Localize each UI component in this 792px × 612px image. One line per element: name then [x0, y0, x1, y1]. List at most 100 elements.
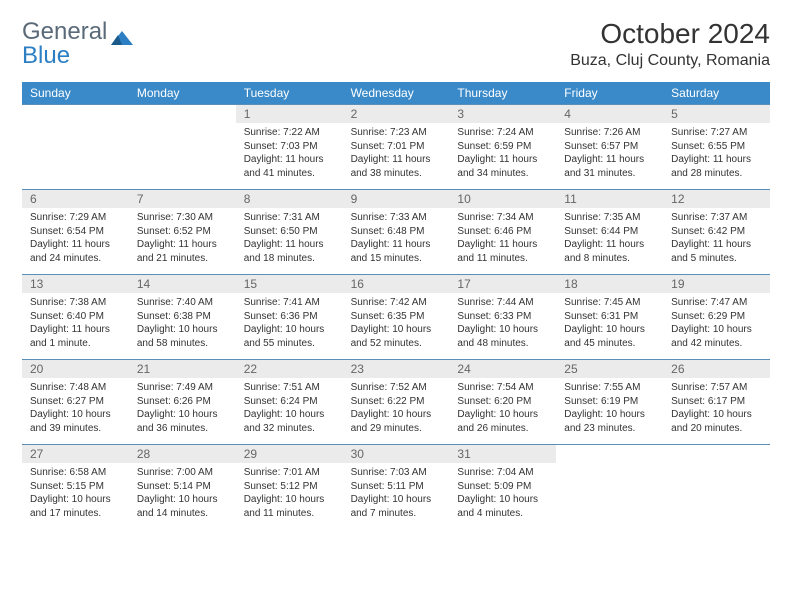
week-row: 6Sunrise: 7:29 AMSunset: 6:54 PMDaylight…	[22, 189, 770, 274]
day-header-thursday: Thursday	[449, 82, 556, 104]
sunset-line: Sunset: 5:14 PM	[137, 480, 228, 494]
day-number: 25	[556, 360, 663, 378]
day-cell: 17Sunrise: 7:44 AMSunset: 6:33 PMDayligh…	[449, 275, 556, 359]
day-info: Sunrise: 7:01 AMSunset: 5:12 PMDaylight:…	[236, 463, 343, 526]
daylight-line: Daylight: 10 hours and 4 minutes.	[457, 493, 548, 520]
sunrise-line: Sunrise: 7:38 AM	[30, 296, 121, 310]
sunset-line: Sunset: 5:11 PM	[351, 480, 442, 494]
day-number: 22	[236, 360, 343, 378]
day-cell: 23Sunrise: 7:52 AMSunset: 6:22 PMDayligh…	[343, 360, 450, 444]
day-cell: 29Sunrise: 7:01 AMSunset: 5:12 PMDayligh…	[236, 445, 343, 529]
day-number: 9	[343, 190, 450, 208]
day-header-saturday: Saturday	[663, 82, 770, 104]
location-text: Buza, Cluj County, Romania	[570, 52, 770, 70]
sunset-line: Sunset: 6:35 PM	[351, 310, 442, 324]
day-info: Sunrise: 7:45 AMSunset: 6:31 PMDaylight:…	[556, 293, 663, 356]
sunset-line: Sunset: 6:55 PM	[671, 140, 762, 154]
day-info: Sunrise: 7:24 AMSunset: 6:59 PMDaylight:…	[449, 123, 556, 186]
daylight-line: Daylight: 11 hours and 31 minutes.	[564, 153, 655, 180]
day-number: 1	[236, 105, 343, 123]
daylight-line: Daylight: 11 hours and 8 minutes.	[564, 238, 655, 265]
daylight-line: Daylight: 10 hours and 29 minutes.	[351, 408, 442, 435]
day-number: 13	[22, 275, 129, 293]
sunrise-line: Sunrise: 7:30 AM	[137, 211, 228, 225]
daylight-line: Daylight: 11 hours and 38 minutes.	[351, 153, 442, 180]
day-info: Sunrise: 7:48 AMSunset: 6:27 PMDaylight:…	[22, 378, 129, 441]
day-cell: .	[663, 445, 770, 529]
day-cell: 1Sunrise: 7:22 AMSunset: 7:03 PMDaylight…	[236, 105, 343, 189]
daylight-line: Daylight: 10 hours and 55 minutes.	[244, 323, 335, 350]
day-cell: 12Sunrise: 7:37 AMSunset: 6:42 PMDayligh…	[663, 190, 770, 274]
sunrise-line: Sunrise: 7:35 AM	[564, 211, 655, 225]
sunrise-line: Sunrise: 7:33 AM	[351, 211, 442, 225]
sunset-line: Sunset: 6:20 PM	[457, 395, 548, 409]
day-header-friday: Friday	[556, 82, 663, 104]
day-info: Sunrise: 7:54 AMSunset: 6:20 PMDaylight:…	[449, 378, 556, 441]
day-cell: 25Sunrise: 7:55 AMSunset: 6:19 PMDayligh…	[556, 360, 663, 444]
sunrise-line: Sunrise: 7:03 AM	[351, 466, 442, 480]
day-cell: 14Sunrise: 7:40 AMSunset: 6:38 PMDayligh…	[129, 275, 236, 359]
day-info: Sunrise: 7:00 AMSunset: 5:14 PMDaylight:…	[129, 463, 236, 526]
day-number: 17	[449, 275, 556, 293]
header: General October 2024 Buza, Cluj County, …	[22, 18, 770, 70]
sunrise-line: Sunrise: 7:24 AM	[457, 126, 548, 140]
sunset-line: Sunset: 6:48 PM	[351, 225, 442, 239]
day-cell: 8Sunrise: 7:31 AMSunset: 6:50 PMDaylight…	[236, 190, 343, 274]
day-info: Sunrise: 7:22 AMSunset: 7:03 PMDaylight:…	[236, 123, 343, 186]
daylight-line: Daylight: 10 hours and 36 minutes.	[137, 408, 228, 435]
day-cell: 4Sunrise: 7:26 AMSunset: 6:57 PMDaylight…	[556, 105, 663, 189]
day-info: Sunrise: 7:23 AMSunset: 7:01 PMDaylight:…	[343, 123, 450, 186]
sunset-line: Sunset: 6:36 PM	[244, 310, 335, 324]
sunset-line: Sunset: 5:15 PM	[30, 480, 121, 494]
day-header-wednesday: Wednesday	[343, 82, 450, 104]
day-number: 12	[663, 190, 770, 208]
day-info: Sunrise: 7:38 AMSunset: 6:40 PMDaylight:…	[22, 293, 129, 356]
sunrise-line: Sunrise: 7:29 AM	[30, 211, 121, 225]
sunrise-line: Sunrise: 7:41 AM	[244, 296, 335, 310]
day-cell: .	[556, 445, 663, 529]
daylight-line: Daylight: 10 hours and 14 minutes.	[137, 493, 228, 520]
day-info: Sunrise: 7:35 AMSunset: 6:44 PMDaylight:…	[556, 208, 663, 271]
daylight-line: Daylight: 11 hours and 28 minutes.	[671, 153, 762, 180]
day-cell: 31Sunrise: 7:04 AMSunset: 5:09 PMDayligh…	[449, 445, 556, 529]
sunset-line: Sunset: 6:29 PM	[671, 310, 762, 324]
day-header-monday: Monday	[129, 82, 236, 104]
daylight-line: Daylight: 10 hours and 7 minutes.	[351, 493, 442, 520]
sunrise-line: Sunrise: 7:04 AM	[457, 466, 548, 480]
title-block: October 2024 Buza, Cluj County, Romania	[570, 18, 770, 70]
day-cell: 26Sunrise: 7:57 AMSunset: 6:17 PMDayligh…	[663, 360, 770, 444]
day-cell: 6Sunrise: 7:29 AMSunset: 6:54 PMDaylight…	[22, 190, 129, 274]
day-number: 23	[343, 360, 450, 378]
day-cell: 3Sunrise: 7:24 AMSunset: 6:59 PMDaylight…	[449, 105, 556, 189]
daylight-line: Daylight: 11 hours and 34 minutes.	[457, 153, 548, 180]
day-header-sunday: Sunday	[22, 82, 129, 104]
day-info: Sunrise: 7:37 AMSunset: 6:42 PMDaylight:…	[663, 208, 770, 271]
sunrise-line: Sunrise: 7:40 AM	[137, 296, 228, 310]
day-cell: 10Sunrise: 7:34 AMSunset: 6:46 PMDayligh…	[449, 190, 556, 274]
month-title: October 2024	[570, 18, 770, 50]
day-number: 18	[556, 275, 663, 293]
sunset-line: Sunset: 6:44 PM	[564, 225, 655, 239]
day-number: 24	[449, 360, 556, 378]
sunset-line: Sunset: 6:22 PM	[351, 395, 442, 409]
day-info: Sunrise: 7:47 AMSunset: 6:29 PMDaylight:…	[663, 293, 770, 356]
sunset-line: Sunset: 5:09 PM	[457, 480, 548, 494]
daylight-line: Daylight: 11 hours and 15 minutes.	[351, 238, 442, 265]
daylight-line: Daylight: 10 hours and 48 minutes.	[457, 323, 548, 350]
day-cell: 19Sunrise: 7:47 AMSunset: 6:29 PMDayligh…	[663, 275, 770, 359]
day-number: 11	[556, 190, 663, 208]
sunrise-line: Sunrise: 7:34 AM	[457, 211, 548, 225]
sunset-line: Sunset: 6:17 PM	[671, 395, 762, 409]
sunset-line: Sunset: 6:59 PM	[457, 140, 548, 154]
sunrise-line: Sunrise: 7:27 AM	[671, 126, 762, 140]
day-info: Sunrise: 7:30 AMSunset: 6:52 PMDaylight:…	[129, 208, 236, 271]
day-info: Sunrise: 7:27 AMSunset: 6:55 PMDaylight:…	[663, 123, 770, 186]
day-cell: 22Sunrise: 7:51 AMSunset: 6:24 PMDayligh…	[236, 360, 343, 444]
daylight-line: Daylight: 10 hours and 26 minutes.	[457, 408, 548, 435]
day-header-row: Sunday Monday Tuesday Wednesday Thursday…	[22, 82, 770, 104]
daylight-line: Daylight: 10 hours and 17 minutes.	[30, 493, 121, 520]
daylight-line: Daylight: 10 hours and 20 minutes.	[671, 408, 762, 435]
calendar: Sunday Monday Tuesday Wednesday Thursday…	[22, 82, 770, 529]
sunset-line: Sunset: 6:46 PM	[457, 225, 548, 239]
day-number: 14	[129, 275, 236, 293]
